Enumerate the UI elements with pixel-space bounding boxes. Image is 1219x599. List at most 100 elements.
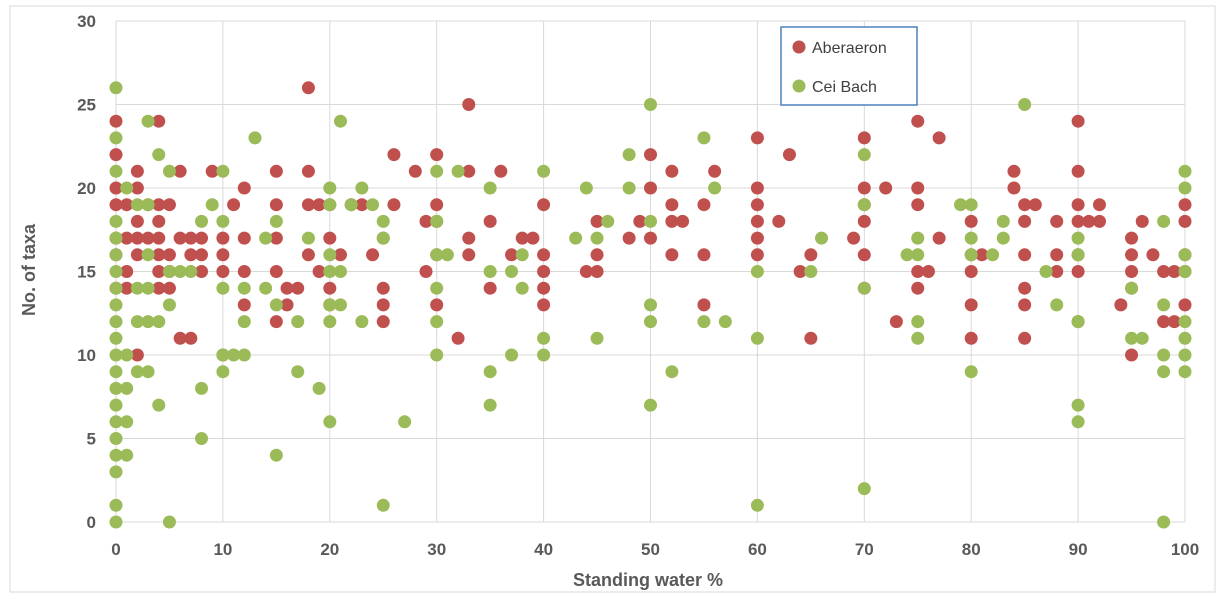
point-aberaeron xyxy=(184,331,198,345)
point-cei-bach xyxy=(911,231,925,245)
point-cei-bach xyxy=(708,181,722,195)
point-cei-bach xyxy=(120,415,134,429)
point-cei-bach xyxy=(964,365,978,379)
point-aberaeron xyxy=(1125,248,1139,262)
point-aberaeron xyxy=(291,281,305,295)
point-cei-bach xyxy=(1157,298,1171,312)
point-cei-bach xyxy=(237,315,251,329)
x-tick-0: 0 xyxy=(111,540,120,559)
point-cei-bach xyxy=(141,281,155,295)
point-aberaeron xyxy=(1167,265,1181,278)
point-cei-bach xyxy=(483,265,497,278)
point-aberaeron xyxy=(665,198,679,212)
point-aberaeron xyxy=(665,164,679,178)
point-cei-bach xyxy=(109,498,123,512)
point-aberaeron xyxy=(376,298,390,312)
point-cei-bach xyxy=(857,198,871,212)
point-cei-bach xyxy=(333,265,347,278)
point-cei-bach xyxy=(964,231,978,245)
x-tick-60: 60 xyxy=(748,540,767,559)
point-cei-bach xyxy=(1178,315,1192,329)
point-cei-bach xyxy=(109,315,123,329)
point-cei-bach xyxy=(109,81,123,95)
point-aberaeron xyxy=(462,248,476,262)
point-cei-bach xyxy=(130,315,144,329)
point-cei-bach xyxy=(120,181,134,195)
point-aberaeron xyxy=(1071,265,1085,278)
point-cei-bach xyxy=(601,214,615,228)
point-aberaeron xyxy=(964,214,978,228)
point-aberaeron xyxy=(494,164,508,178)
point-cei-bach xyxy=(622,181,636,195)
point-cei-bach xyxy=(430,164,444,178)
point-aberaeron xyxy=(1157,265,1171,278)
point-cei-bach xyxy=(430,214,444,228)
y-tick-5: 5 xyxy=(87,430,96,449)
x-tick-80: 80 xyxy=(962,540,981,559)
point-cei-bach xyxy=(355,181,369,195)
point-cei-bach xyxy=(195,214,209,228)
point-aberaeron xyxy=(932,131,946,145)
point-cei-bach xyxy=(291,315,305,329)
point-cei-bach xyxy=(184,265,198,278)
point-cei-bach xyxy=(430,248,444,262)
point-aberaeron xyxy=(1146,248,1160,262)
point-cei-bach xyxy=(1135,331,1149,345)
y-tick-0: 0 xyxy=(87,513,96,532)
point-aberaeron xyxy=(1018,214,1032,228)
point-aberaeron xyxy=(1082,214,1096,228)
point-aberaeron xyxy=(216,248,230,262)
point-cei-bach xyxy=(622,148,636,162)
point-aberaeron xyxy=(1028,198,1042,212)
point-aberaeron xyxy=(109,198,123,212)
point-aberaeron xyxy=(505,248,519,262)
point-cei-bach xyxy=(718,315,732,329)
point-aberaeron xyxy=(419,265,433,278)
point-aberaeron xyxy=(387,148,401,162)
point-aberaeron xyxy=(847,231,861,245)
point-cei-bach xyxy=(857,482,871,496)
point-aberaeron xyxy=(964,331,978,345)
point-aberaeron xyxy=(1050,214,1064,228)
point-cei-bach xyxy=(259,281,273,295)
point-aberaeron xyxy=(130,164,144,178)
point-aberaeron xyxy=(227,198,241,212)
point-cei-bach xyxy=(344,198,358,212)
point-cei-bach xyxy=(205,198,219,212)
point-cei-bach xyxy=(430,281,444,295)
point-cei-bach xyxy=(1071,248,1085,262)
point-cei-bach xyxy=(269,214,283,228)
point-cei-bach xyxy=(579,181,593,195)
point-aberaeron xyxy=(1125,348,1139,362)
point-aberaeron xyxy=(964,265,978,278)
point-aberaeron xyxy=(1092,214,1106,228)
point-aberaeron xyxy=(130,248,144,262)
point-aberaeron xyxy=(237,265,251,278)
point-cei-bach xyxy=(376,231,390,245)
point-cei-bach xyxy=(120,448,134,462)
point-cei-bach xyxy=(162,265,176,278)
point-aberaeron xyxy=(857,131,871,145)
point-cei-bach xyxy=(333,114,347,128)
point-aberaeron xyxy=(1007,181,1021,195)
legend-label-aberaeron: Aberaeron xyxy=(812,40,887,57)
point-cei-bach xyxy=(537,331,551,345)
point-cei-bach xyxy=(900,248,914,262)
point-cei-bach xyxy=(216,348,230,362)
point-cei-bach xyxy=(216,365,230,379)
point-cei-bach xyxy=(162,515,176,529)
point-aberaeron xyxy=(269,315,283,329)
point-aberaeron xyxy=(921,265,935,278)
point-cei-bach xyxy=(109,331,123,345)
point-aberaeron xyxy=(750,214,764,228)
legend-marker-aberaeron xyxy=(792,40,806,54)
point-aberaeron xyxy=(462,164,476,178)
point-aberaeron xyxy=(269,164,283,178)
point-aberaeron xyxy=(355,198,369,212)
point-aberaeron xyxy=(644,181,657,195)
point-aberaeron xyxy=(1071,164,1085,178)
point-cei-bach xyxy=(152,148,166,162)
point-aberaeron xyxy=(184,248,198,262)
point-aberaeron xyxy=(462,231,476,245)
